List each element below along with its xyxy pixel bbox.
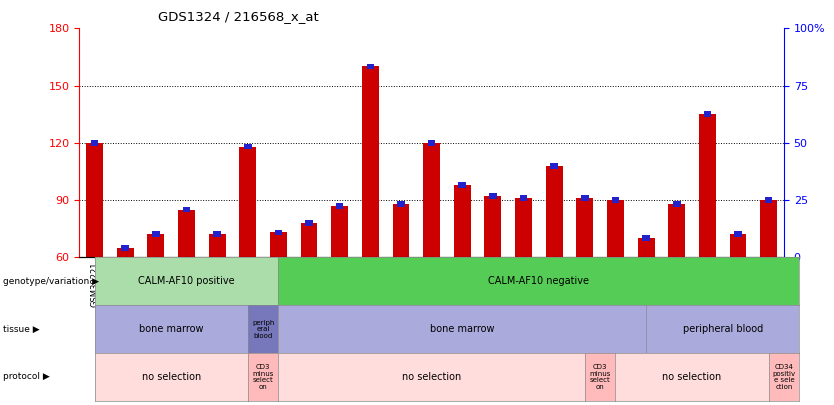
Bar	[86, 143, 103, 257]
Bar	[550, 163, 558, 168]
Text: periph
eral
blood: periph eral blood	[252, 320, 274, 339]
Bar	[704, 111, 711, 117]
Bar	[454, 185, 470, 257]
Text: protocol ▶: protocol ▶	[3, 373, 49, 382]
Text: CD3
minus
select
on: CD3 minus select on	[253, 364, 274, 390]
Text: peripheral blood: peripheral blood	[682, 324, 763, 334]
Bar	[489, 193, 497, 199]
Bar	[576, 198, 593, 257]
Bar	[214, 231, 221, 237]
Bar	[366, 64, 374, 69]
Bar	[761, 200, 777, 257]
Bar	[699, 114, 716, 257]
Bar	[765, 197, 772, 203]
Bar	[152, 231, 159, 237]
Bar	[300, 223, 318, 257]
Text: CALM-AF10 positive: CALM-AF10 positive	[138, 276, 235, 286]
Bar	[331, 206, 348, 257]
Bar	[485, 196, 501, 257]
Bar	[239, 147, 256, 257]
Bar	[423, 143, 440, 257]
Text: tissue ▶: tissue ▶	[3, 324, 39, 334]
Text: bone marrow: bone marrow	[139, 324, 203, 334]
Text: GDS1324 / 216568_x_at: GDS1324 / 216568_x_at	[158, 10, 319, 23]
Bar	[244, 144, 252, 149]
Bar	[515, 198, 532, 257]
Bar	[397, 201, 404, 207]
Bar	[178, 209, 195, 257]
Bar	[545, 166, 563, 257]
Bar	[336, 203, 344, 209]
Bar	[611, 197, 619, 203]
Bar	[270, 232, 287, 257]
Text: CD34
positiv
e sele
ction: CD34 positiv e sele ction	[772, 364, 796, 390]
Bar	[183, 207, 190, 212]
Bar	[730, 234, 746, 257]
Bar	[91, 140, 98, 146]
Bar	[362, 66, 379, 257]
Bar	[428, 140, 435, 146]
Bar	[668, 204, 686, 257]
Bar	[305, 220, 313, 226]
Bar	[122, 245, 129, 251]
Bar	[673, 201, 681, 207]
Text: genotype/variation ▶: genotype/variation ▶	[3, 277, 98, 286]
Bar	[642, 235, 650, 241]
Text: no selection: no selection	[662, 372, 721, 382]
Bar	[208, 234, 225, 257]
Bar	[607, 200, 624, 257]
Bar	[117, 247, 133, 257]
Text: CALM-AF10 negative: CALM-AF10 negative	[489, 276, 590, 286]
Bar	[520, 195, 527, 201]
Text: bone marrow: bone marrow	[430, 324, 495, 334]
Bar	[581, 195, 589, 201]
Text: no selection: no selection	[142, 372, 201, 382]
Text: no selection: no selection	[402, 372, 461, 382]
Bar	[393, 204, 409, 257]
Bar	[148, 234, 164, 257]
Bar	[274, 230, 282, 235]
Bar	[638, 238, 655, 257]
Text: CD3
minus
select
on: CD3 minus select on	[590, 364, 610, 390]
Bar	[459, 182, 466, 188]
Bar	[734, 231, 741, 237]
